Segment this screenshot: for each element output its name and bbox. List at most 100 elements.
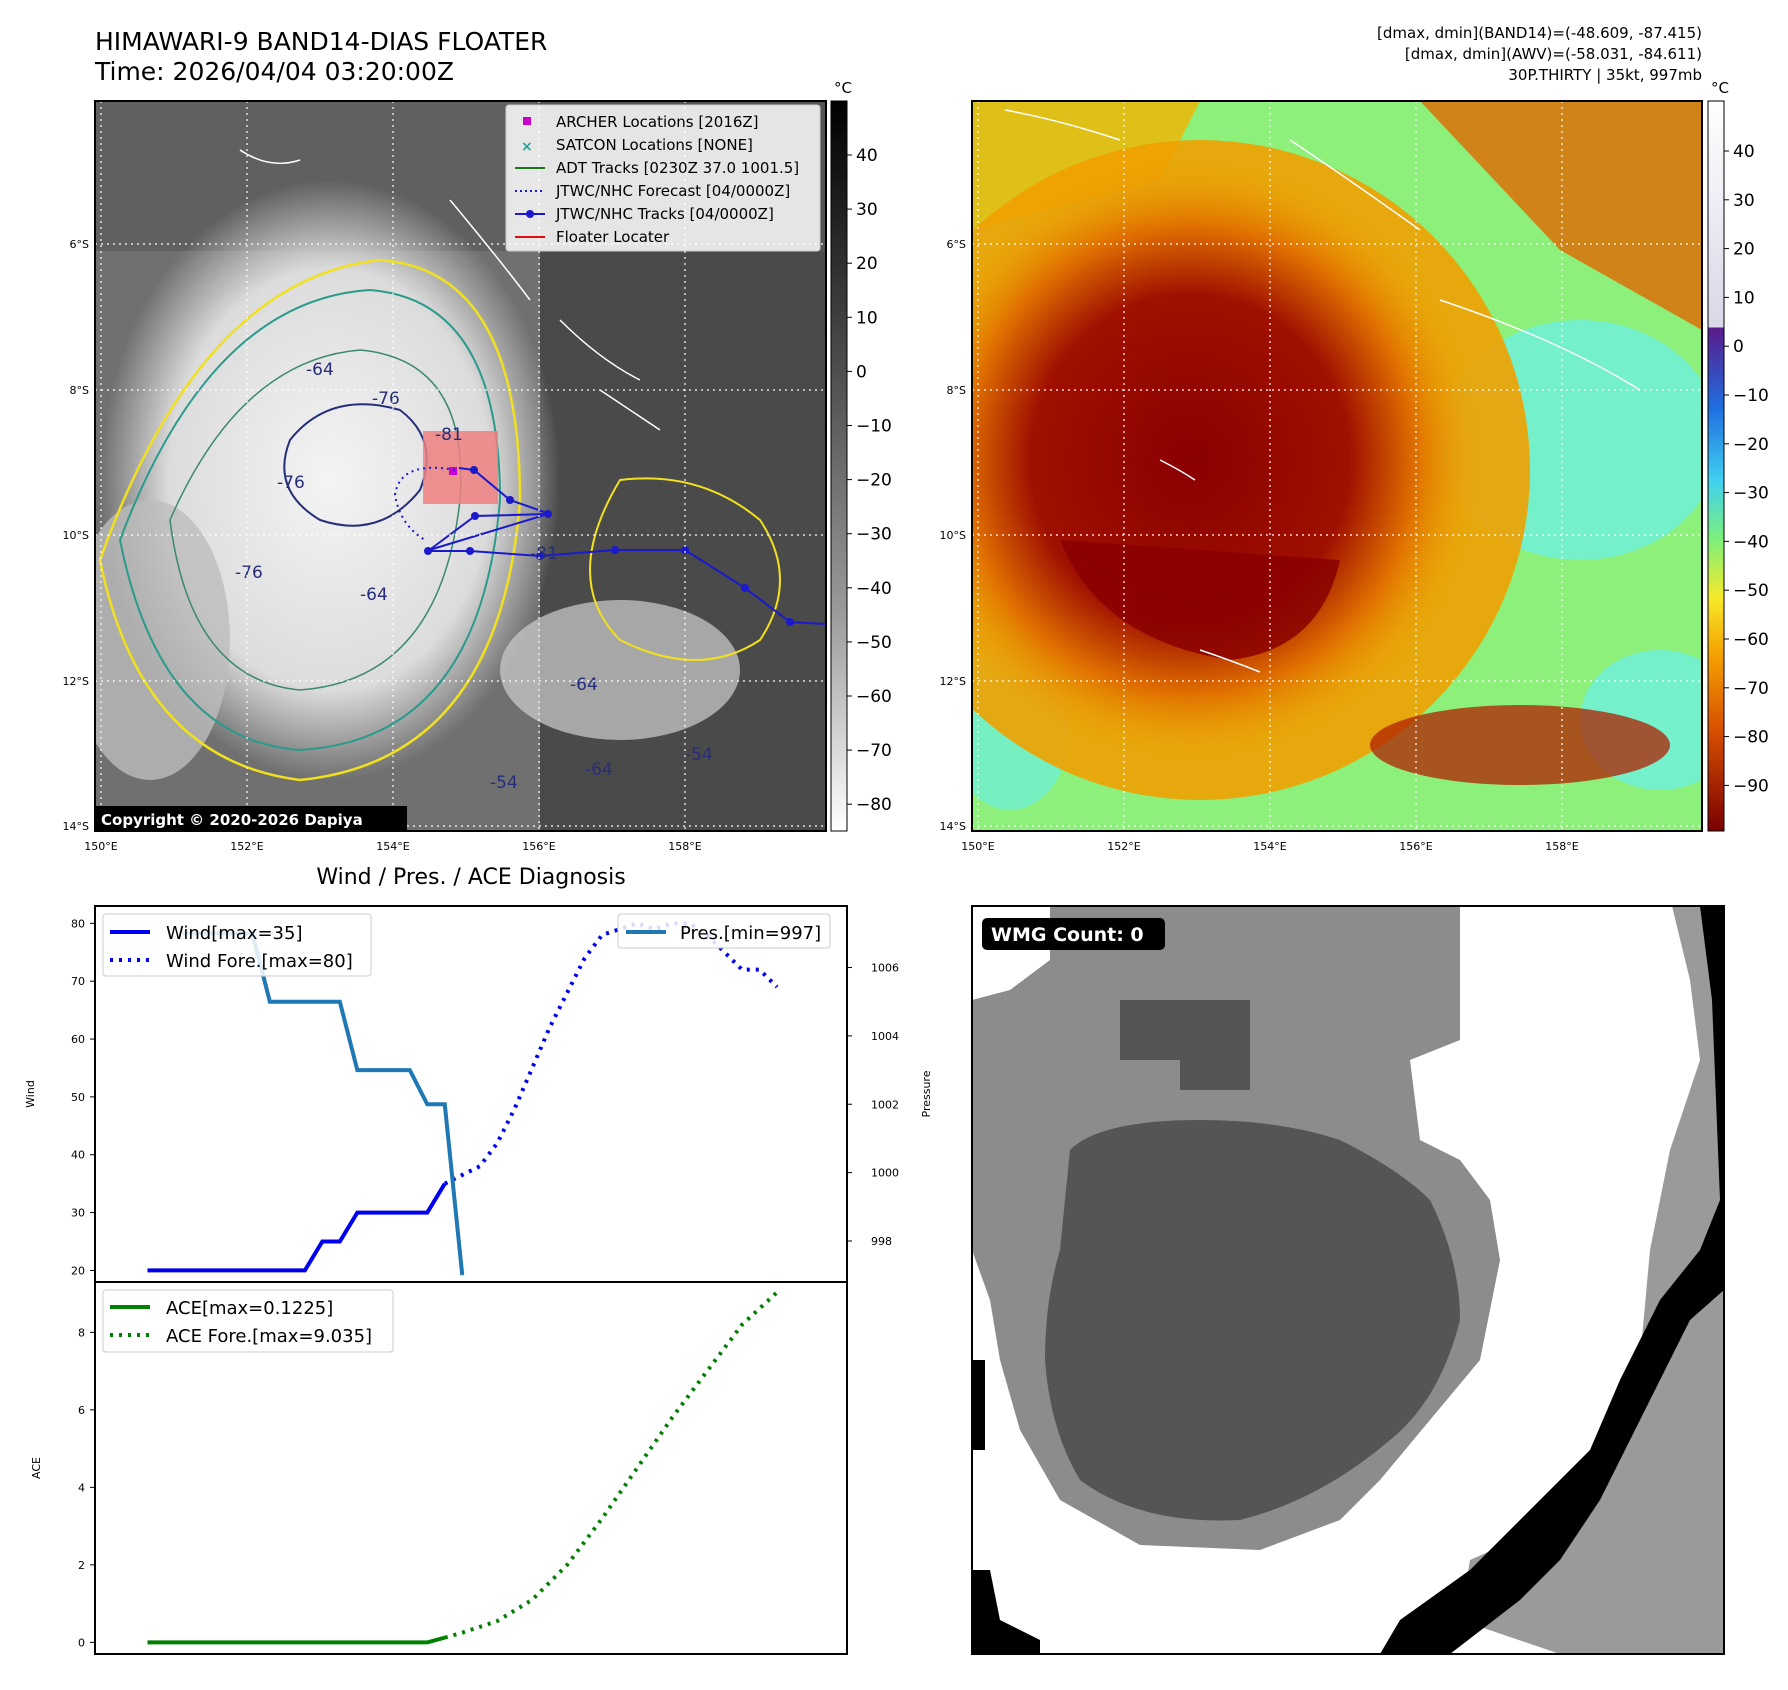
wind-tick-label-1: 30: [71, 1207, 85, 1220]
wind-y-label: Wind: [24, 1080, 37, 1108]
colorbar_ir-tick-label-6: −20: [856, 471, 892, 491]
contour-label-2: -64: [306, 360, 334, 380]
ir-contour-labels: -76 -76 -64 -76 -64 -81 -64 -81 -54 -64 -54: [235, 360, 713, 793]
colorbar_ir-tick-label-7: −30: [856, 525, 892, 545]
diagnosis-title: Wind / Pres. / ACE Diagnosis: [316, 865, 625, 890]
contour-label-5: -81: [435, 425, 463, 445]
ace-legend-box: [102, 1289, 394, 1353]
awv-colorbar-unit: °C: [1711, 79, 1729, 97]
ir-lat-label-3: 12°S: [63, 675, 89, 688]
ace-tick-label-0: 0: [78, 1636, 85, 1649]
ace-legend: ACE[max=0.1225] ACE Fore.[max=9.035]: [102, 1289, 394, 1353]
ir-cloud-sw: [95, 500, 230, 780]
colorbar_ir-tick-label-11: −70: [856, 741, 892, 761]
wmg-frame: [971, 905, 1725, 1655]
colorbar_awv-tick-label-12: −80: [1733, 728, 1769, 748]
wind-legend-box: [102, 913, 372, 977]
pressure-tick-label-0: 998: [871, 1235, 892, 1248]
awv-colorbar-ramp: [1707, 100, 1725, 832]
wmg-count-label: WMG Count: 0: [991, 924, 1144, 946]
awv-lat-label-1: 8°S: [947, 384, 966, 397]
archer-location-marker: [449, 467, 457, 475]
ace-legend-label: ACE[max=0.1225]: [166, 1298, 333, 1319]
awv-lat-label-3: 12°S: [940, 675, 966, 688]
contour-label-3: -76: [235, 563, 263, 583]
awv-colorbar-ticks: 40 30 20 10 0 −10 −20 −30 −40 −50 −60 −70 −80 −90: [1724, 142, 1769, 796]
ir-contour-navy: [283, 403, 428, 527]
wmg-panel: WMG Count: 0: [971, 905, 1725, 1655]
wind-series-0: [147, 1182, 447, 1273]
info-storm: 30P.THIRTY | 35kt, 997mb: [1508, 66, 1702, 84]
legend-track-label: JTWC/NHC Tracks [04/0000Z]: [555, 205, 774, 223]
wmg-region-black-band: [1380, 906, 1724, 1654]
contour-label-6: -64: [570, 675, 598, 695]
colorbar_awv-tick-label-0: 40: [1733, 142, 1755, 162]
ir-map-panel: -76 -76 -64 -76 -64 -81 -64 -81 -54 -64 -54 Copyri…: [63, 100, 827, 853]
awv-band-south: [1370, 705, 1670, 785]
figure-time: Time: 2026/04/04 03:20:00Z: [94, 57, 454, 86]
ace-series-lines: [147, 1290, 779, 1645]
colorbar_ir-tick-label-1: 30: [856, 200, 878, 220]
legend-box: [505, 104, 821, 252]
wind-tick-label-2: 40: [71, 1149, 85, 1162]
wmg-count-badge: [982, 918, 1165, 950]
ir-coastlines: [239, 149, 661, 431]
awv-storm-core: [972, 160, 1480, 760]
wind-pressure-chart: 20 30 40 50 60 70 80 998 1000 1002 1004 1006 Wind …: [24, 905, 933, 1283]
awv-map-frame: [971, 100, 1703, 832]
wind-tick-label-6: 80: [71, 917, 85, 930]
info-awv: [dmax, dmin](AWV)=(-58.031, -84.611): [1405, 45, 1702, 63]
awv-map-panel: 6°S8°S10°S12°S14°S 150°E 152°E 154°E 156°E 1…: [940, 100, 1703, 853]
colorbar_awv-tick-label-5: −10: [1733, 386, 1769, 406]
wmg-region-dark-north: [1120, 1000, 1250, 1090]
ir-lat-label-0: 6°S: [70, 238, 89, 251]
legend-satcon-icon: ×: [521, 139, 533, 155]
contour-label-9: -64: [585, 760, 613, 780]
ir-lat-label-1: 8°S: [70, 384, 89, 397]
ir-colorbar-ramp: [830, 100, 848, 832]
legend-satcon-label: SATCON Locations [NONE]: [556, 136, 753, 154]
contour-label-0: -76: [372, 389, 400, 409]
copyright-box: [95, 806, 407, 831]
colorbar_awv-tick-label-6: −20: [1733, 435, 1769, 455]
ace-tick-label-3: 6: [78, 1404, 85, 1417]
colorbar_awv-tick-label-13: −90: [1733, 776, 1769, 796]
ace-y-ticks: 0 2 4 6 8: [78, 1326, 95, 1649]
legend-adt-label: ADT Tracks [0230Z 37.0 1001.5]: [556, 159, 799, 177]
jtwc-track-line-a: [458, 467, 551, 515]
awv-lon-labels: 150°E 152°E 154°E 156°E 158°E: [961, 840, 1578, 853]
awv-lat-label-2: 10°S: [940, 529, 966, 542]
ir-lon-label-2: 154°E: [376, 840, 409, 853]
figure-title: HIMAWARI-9 BAND14-DIAS FLOATER: [95, 27, 547, 56]
legend-track-dot: [526, 210, 534, 218]
ir-contour-yellow: [98, 258, 522, 782]
colorbar_ir-tick-label-2: 20: [856, 254, 878, 274]
colorbar_awv-tick-label-4: 0: [1733, 337, 1744, 357]
awv-lat-label-0: 6°S: [947, 238, 966, 251]
legend-archer-label: ARCHER Locations [2016Z]: [556, 113, 759, 131]
wind-legend: Wind[max=35] Wind Fore.[max=80] Pres.[mi…: [102, 913, 831, 977]
wmg-region-black-sw: [972, 1570, 1040, 1654]
colorbar_ir-tick-label-3: 10: [856, 308, 878, 328]
ir-lon-label-3: 156°E: [522, 840, 555, 853]
colorbar_awv-tick-label-9: −50: [1733, 581, 1769, 601]
colorbar_awv-tick-label-1: 30: [1733, 191, 1755, 211]
legend-archer-icon: [523, 117, 531, 125]
pressure-tick-label-2: 1002: [871, 1098, 899, 1111]
pressure-tick-label-1: 1000: [871, 1167, 899, 1180]
colorbar_ir-tick-label-12: −80: [856, 795, 892, 815]
ace-fore-legend-label: ACE Fore.[max=9.035]: [166, 1326, 372, 1347]
colorbar_ir-tick-label-5: −10: [856, 417, 892, 437]
awv-lon-label-0: 150°E: [961, 840, 994, 853]
ace-y-label: ACE: [30, 1457, 43, 1479]
awv-lon-label-1: 152°E: [1107, 840, 1140, 853]
colorbar_ir-tick-label-10: −60: [856, 687, 892, 707]
colorbar_awv-tick-label-8: −40: [1733, 532, 1769, 552]
ir-lat-label-4: 14°S: [63, 820, 89, 833]
ace-tick-label-1: 2: [78, 1559, 85, 1572]
ir-colorbar-unit: °C: [834, 79, 852, 97]
wind-tick-label-0: 20: [71, 1264, 85, 1277]
contour-label-1: -76: [277, 473, 305, 493]
colorbar_ir-tick-label-0: 40: [856, 146, 878, 166]
